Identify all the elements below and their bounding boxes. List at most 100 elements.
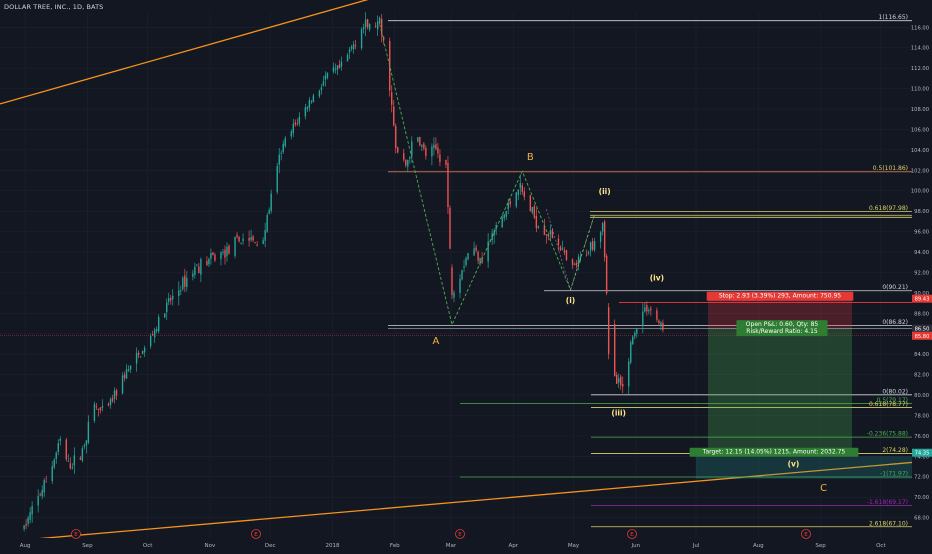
candle-body [634, 333, 636, 337]
wave-label-A: A [432, 336, 439, 347]
target-zone [696, 456, 912, 479]
candle-body [515, 192, 517, 207]
candle-body [451, 267, 453, 295]
price-tick-label: 76.00 [914, 434, 929, 440]
candle-body [322, 81, 325, 86]
candle-body [378, 17, 381, 24]
earnings-marker-label: E [630, 532, 634, 538]
candle-body [266, 215, 268, 232]
trend-channel [0, 0, 913, 543]
price-tag-target: 74.35 [915, 451, 930, 457]
candle-body [29, 512, 31, 520]
wave-label-C: C [820, 483, 827, 494]
candle-body [262, 240, 264, 245]
candle-body [533, 206, 536, 218]
wave-label-B: B [527, 152, 534, 163]
fib-label: -1(71.97) [880, 471, 908, 478]
candle-body [276, 166, 278, 192]
candle-body [182, 277, 184, 290]
candle-body [607, 307, 610, 355]
candle-body [282, 143, 284, 152]
candle-body [180, 290, 182, 292]
candle-body [352, 44, 355, 49]
candle-body [236, 234, 238, 237]
candle-body [186, 277, 188, 288]
candle-body [268, 210, 270, 214]
candle-body [306, 107, 309, 110]
stop-label: Stop: 2.93 (3.39%) 293, Amount: 750.95 [719, 293, 841, 300]
candle-body [155, 329, 158, 331]
price-tick-label: 94.00 [914, 250, 929, 256]
candle-body [55, 452, 57, 459]
price-tick-label: 80.00 [914, 393, 929, 399]
candle-body [53, 459, 55, 468]
time-tick-label: Sep [815, 543, 826, 549]
symbol-title: DOLLAR TREE, INC., 1D, BATS [4, 3, 104, 11]
time-tick-label: Sep [82, 543, 93, 549]
candle-body [585, 254, 588, 256]
candle-body [336, 65, 339, 70]
candle-body [41, 490, 43, 497]
candle-body [479, 258, 481, 264]
candle-body [57, 443, 59, 452]
price-tick-label: 88.00 [914, 311, 929, 317]
candle-body [397, 147, 399, 153]
candle-body [613, 324, 616, 377]
fib-label: 1(116.65) [879, 14, 909, 21]
candle-body [109, 399, 112, 406]
earnings-marker-label: E [254, 532, 258, 538]
candle-body [312, 95, 315, 103]
candle-body [523, 191, 526, 197]
candle-body [433, 144, 435, 148]
candle-body [123, 374, 126, 379]
candle-body [320, 87, 323, 91]
candle-body [467, 252, 469, 260]
candle-body [192, 273, 194, 277]
candle-body [99, 407, 102, 411]
time-axis-bg [0, 538, 932, 550]
price-tag-target-bg [912, 448, 932, 457]
candle-body [270, 193, 272, 211]
price-tick-label: 106.00 [911, 127, 929, 133]
candle-body [447, 163, 449, 208]
fib-label: 0.618(78.77) [869, 401, 908, 408]
candle-body [461, 270, 463, 280]
candle-body [226, 246, 228, 257]
candle-body [346, 54, 349, 62]
target-label-bg [689, 447, 859, 457]
candle-body [113, 390, 116, 399]
candle-body [25, 524, 27, 526]
position-tool: Stop: 2.93 (3.39%) 293, Amount: 750.95 Op… [0, 291, 912, 479]
candle-body [644, 307, 646, 312]
candle-body [535, 215, 538, 229]
candle-body [477, 251, 479, 261]
candle-body [248, 238, 250, 241]
candle-body [563, 250, 566, 253]
price-tick-label: 114.00 [911, 46, 929, 52]
candle-body [296, 123, 299, 125]
price-tick-label: 70.00 [914, 495, 929, 501]
candle-body [437, 147, 439, 154]
candle-body [172, 295, 174, 300]
candle-body [618, 378, 620, 383]
wave-abc-path [379, 24, 596, 326]
price-tick-label: 90.00 [914, 291, 929, 297]
candle-body [551, 230, 554, 239]
candle-body [425, 147, 427, 157]
lower-trendline [0, 461, 913, 543]
candle-body [228, 245, 230, 254]
candle-body [278, 154, 280, 165]
candle-body [141, 351, 144, 355]
candle-body [368, 23, 371, 30]
candle-body [662, 322, 664, 330]
candle-body [107, 404, 110, 406]
candle-body [151, 334, 154, 336]
candle-body [459, 278, 461, 293]
price-tick-label: 84.00 [914, 352, 929, 358]
target-label: Target: 12.15 (14.05%) 1215, Amount: 203… [702, 449, 846, 456]
candle-body [332, 67, 335, 72]
fib-label: -0.236(75.88) [867, 431, 908, 438]
price-tick-label: 78.00 [914, 413, 929, 419]
